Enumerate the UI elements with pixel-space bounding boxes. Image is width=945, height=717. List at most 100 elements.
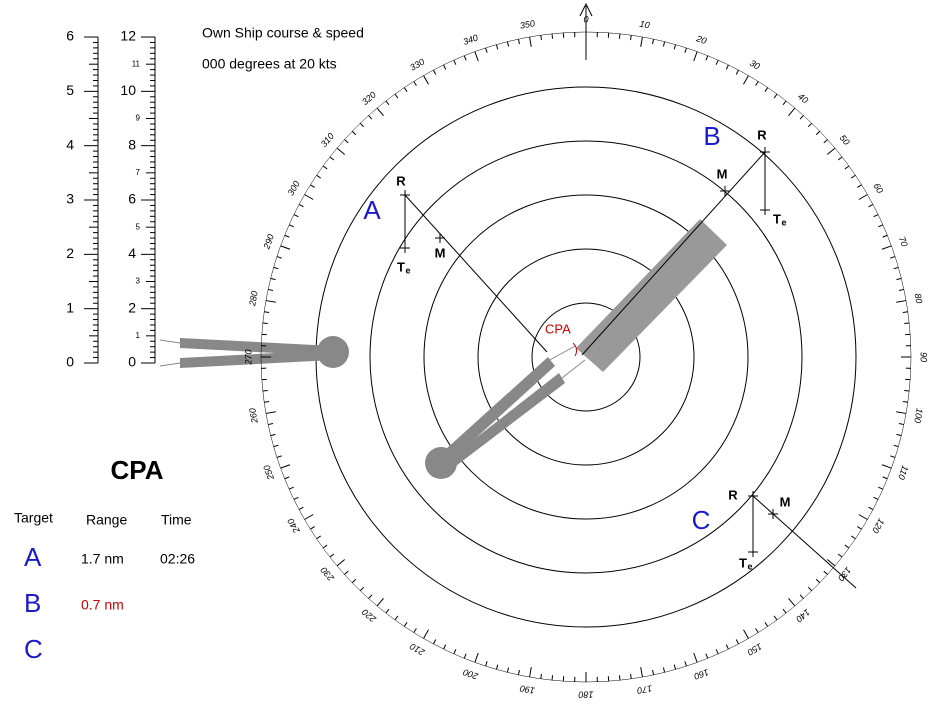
compass-tick <box>293 496 299 500</box>
scale-label: 3 <box>136 277 141 286</box>
compass-tick <box>684 47 687 53</box>
scale-label: 6 <box>128 191 136 207</box>
compass-tick <box>529 36 532 47</box>
table-header: Target <box>14 510 53 526</box>
compass-tick <box>868 203 874 208</box>
compass-tick <box>270 433 276 437</box>
compass-tick <box>265 300 276 303</box>
compass-tick <box>351 130 357 136</box>
compass-tick <box>506 667 510 673</box>
target-label: A <box>363 195 381 225</box>
compass-tick <box>463 653 467 659</box>
compass-tick <box>403 87 408 92</box>
compass-tick <box>630 35 632 41</box>
compass-tick <box>755 628 759 633</box>
compass-tick <box>310 526 315 530</box>
compass-tick <box>826 147 836 155</box>
compass-tick <box>284 234 290 238</box>
compass-tick <box>351 578 357 584</box>
compass-tick <box>270 277 276 281</box>
compass-tick <box>881 464 892 469</box>
compass-tick <box>630 673 632 679</box>
compass-tick <box>743 75 749 85</box>
compass-tick <box>423 75 429 85</box>
compass-tick <box>394 93 399 99</box>
compass-tick <box>851 174 856 179</box>
compass-tick <box>474 51 479 62</box>
bearing-label: 180 <box>578 690 593 700</box>
table-range: 0.7 nm <box>81 597 124 613</box>
compass-tick <box>902 311 908 313</box>
compass-tick <box>322 544 328 549</box>
compass-tick <box>857 526 862 530</box>
compass-tick <box>662 41 666 47</box>
compass-tick <box>443 64 447 70</box>
compass-tick <box>618 33 621 39</box>
compass-tick <box>799 594 804 599</box>
compass-tick <box>764 87 769 92</box>
compass-tick <box>904 389 910 392</box>
compass-tick <box>893 266 899 270</box>
compass-tick <box>506 41 510 47</box>
compass-tick <box>262 322 268 325</box>
scale-label: 4 <box>128 245 136 261</box>
compass-tick <box>432 69 437 75</box>
compass-tick <box>344 570 349 575</box>
compass-tick <box>618 675 621 681</box>
table-range: 1.7 nm <box>81 551 124 567</box>
compass-tick <box>807 122 813 128</box>
compass-tick <box>540 673 542 679</box>
compass-tick <box>773 615 778 621</box>
table-target: B <box>24 588 41 618</box>
compass-tick <box>782 100 787 106</box>
compass-ring <box>260 31 912 683</box>
compass-tick <box>298 506 304 511</box>
compass-tick <box>359 122 365 128</box>
divider-arm <box>436 357 555 467</box>
compass-tick <box>844 544 850 549</box>
divider-arm <box>180 338 333 356</box>
compass-tick <box>890 455 896 458</box>
bearing-label: 170 <box>636 683 653 695</box>
point-label-sub: e <box>747 561 752 571</box>
target-label: B <box>703 121 720 151</box>
header-line1: Own Ship course & speed <box>202 25 364 41</box>
ring <box>477 248 695 466</box>
compass-tick <box>837 156 843 161</box>
compass-tick <box>673 664 677 670</box>
point-label-sub: e <box>405 265 410 275</box>
compass-tick <box>485 47 488 53</box>
compass-tick <box>273 444 279 448</box>
scale-label: 0 <box>128 354 136 370</box>
compass-tick <box>662 667 666 673</box>
compass-tick <box>807 586 813 592</box>
bearing-label: 160 <box>693 667 711 682</box>
compass-tick <box>403 622 408 627</box>
bearing-label: 190 <box>519 683 536 695</box>
point-label: T <box>397 259 405 274</box>
compass-tick <box>715 59 719 65</box>
compass-tick <box>725 644 729 650</box>
ring <box>531 302 641 412</box>
compass-tick <box>368 115 373 120</box>
scale-label: 8 <box>128 136 136 152</box>
compass-tick <box>329 553 335 558</box>
compass-tick <box>857 184 862 188</box>
point-label: M <box>717 166 728 181</box>
compass-tick <box>443 644 447 650</box>
table-header: Time <box>161 512 192 528</box>
compass-tick <box>788 597 796 607</box>
bearing-label: 0 <box>583 14 588 24</box>
compass-tick <box>394 615 399 621</box>
bearing-label: 270 <box>243 349 253 365</box>
bearing-label: 30 <box>748 58 762 72</box>
divider-tip <box>159 339 181 344</box>
compass-tick <box>715 649 719 655</box>
compass-tick <box>815 130 821 136</box>
compass-tick <box>673 44 677 50</box>
divider-hinge <box>425 447 457 479</box>
compass-tick <box>265 411 276 414</box>
divider-tip <box>159 362 181 367</box>
compass-tick <box>485 661 488 667</box>
compass-tick <box>551 33 554 39</box>
